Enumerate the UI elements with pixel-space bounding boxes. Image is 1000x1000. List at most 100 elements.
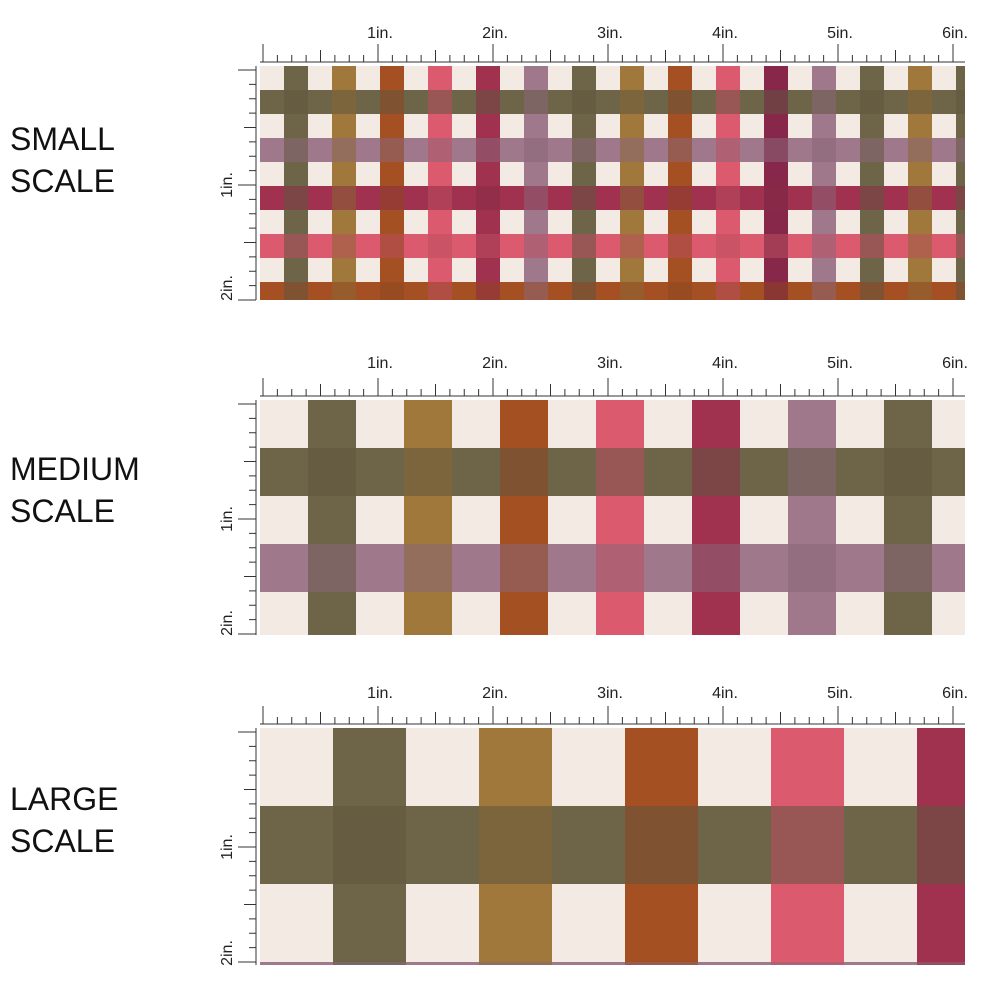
ruler-label: 6in. (942, 25, 968, 42)
gingham-cell (332, 162, 356, 186)
gingham-cell (572, 90, 596, 114)
gingham-cell (860, 186, 884, 210)
gingham-cell (356, 544, 404, 592)
ruler-label: 6in. (942, 355, 968, 372)
gingham-cell (908, 138, 932, 162)
gingham-cell (428, 162, 452, 186)
gingham-cell (404, 282, 428, 300)
gingham-cell (380, 186, 404, 210)
gingham-cell (716, 258, 740, 282)
gingham-cell (596, 282, 620, 300)
gingham-cell (428, 66, 452, 90)
gingham-cell (479, 884, 552, 962)
gingham-cell (740, 138, 764, 162)
gingham-cell (836, 544, 884, 592)
gingham-cell (428, 138, 452, 162)
gingham-cell (844, 806, 917, 884)
gingham-cell (548, 114, 572, 138)
gingham-cell (788, 258, 812, 282)
gingham-cell (740, 210, 764, 234)
ruler-label: 1in. (367, 685, 393, 702)
gingham-cell (524, 234, 548, 258)
gingham-cell (572, 66, 596, 90)
gingham-cell (908, 114, 932, 138)
gingham-cell (500, 258, 524, 282)
gingham-cell (333, 806, 406, 884)
fabric-swatch (260, 66, 965, 300)
gingham-cell (788, 592, 836, 635)
gingham-cell (764, 90, 788, 114)
gingham-cell (500, 282, 524, 300)
gingham-cell (452, 282, 476, 300)
gingham-cell (596, 400, 644, 448)
gingham-cell (836, 162, 860, 186)
gingham-cell (668, 258, 692, 282)
gingham-cell (332, 282, 356, 300)
gingham-cell (716, 186, 740, 210)
gingham-cell (764, 66, 788, 90)
gingham-cell (620, 66, 644, 90)
gingham-cell (476, 258, 500, 282)
gingham-cell (332, 234, 356, 258)
gingham-cell (692, 496, 740, 544)
gingham-cell (917, 806, 965, 884)
gingham-cell (836, 234, 860, 258)
gingham-cell (308, 162, 332, 186)
gingham-cell (716, 234, 740, 258)
gingham-cell (548, 210, 572, 234)
gingham-cell (596, 210, 620, 234)
gingham-cell (644, 448, 692, 496)
gingham-cell (452, 234, 476, 258)
gingham-cell (500, 66, 524, 90)
gingham-cell (500, 448, 548, 496)
gingham-cell (548, 496, 596, 544)
gingham-cell (428, 282, 452, 300)
gingham-cell (308, 544, 356, 592)
gingham-cell (692, 210, 716, 234)
gingham-cell (740, 400, 788, 448)
gingham-cell (428, 210, 452, 234)
gingham-cell (548, 592, 596, 635)
gingham-cell (812, 282, 836, 300)
scale-label: SMALL (10, 121, 115, 157)
gingham-cell (692, 234, 716, 258)
ruler-label: 2in. (219, 610, 236, 636)
gingham-cell (884, 282, 908, 300)
gingham-cell (260, 138, 284, 162)
gingham-cell (284, 258, 308, 282)
gingham-cell (860, 210, 884, 234)
gingham-cell (308, 592, 356, 635)
gingham-cell (356, 258, 380, 282)
gingham-cell (788, 496, 836, 544)
gingham-cell (284, 282, 308, 300)
gingham-cell (500, 400, 548, 448)
gingham-cell (844, 962, 917, 965)
gingham-cell (356, 282, 380, 300)
gingham-cell (836, 592, 884, 635)
gingham-cell (596, 138, 620, 162)
gingham-cell (380, 138, 404, 162)
gingham-cell (284, 210, 308, 234)
ruler-label: 2in. (482, 685, 508, 702)
gingham-cell (692, 544, 740, 592)
gingham-cell (356, 90, 380, 114)
gingham-cell (956, 234, 965, 258)
gingham-cell (404, 496, 452, 544)
gingham-cell (308, 496, 356, 544)
gingham-cell (740, 162, 764, 186)
gingham-cell (308, 138, 332, 162)
gingham-cell (625, 962, 698, 965)
gingham-cell (740, 114, 764, 138)
ruler-label: 1in. (219, 506, 236, 532)
gingham-cell (932, 592, 965, 635)
scale-label: SCALE (10, 493, 115, 529)
gingham-cell (788, 114, 812, 138)
gingham-cell (932, 186, 956, 210)
gingham-cell (524, 90, 548, 114)
gingham-cell (932, 282, 956, 300)
gingham-cell (452, 448, 500, 496)
gingham-cell (284, 114, 308, 138)
gingham-cell (860, 138, 884, 162)
ruler-label: 2in. (482, 355, 508, 372)
gingham-cell (356, 114, 380, 138)
